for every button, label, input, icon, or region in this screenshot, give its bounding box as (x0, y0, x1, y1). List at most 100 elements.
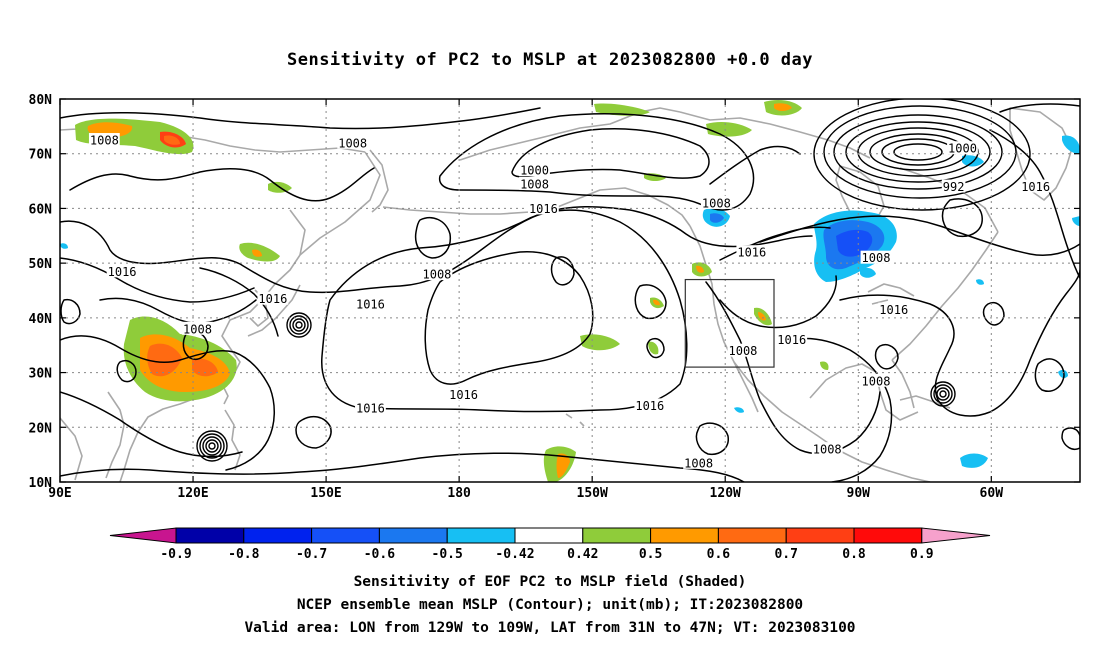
contour-label-text: 1016 (108, 265, 137, 279)
contour-label-bg (106, 264, 138, 278)
colorbar-label: 0.6 (707, 547, 731, 562)
axes: 90E 120E 150E 180 150W 120W 90W 60W 80N 70N 60N 50N… (29, 93, 1080, 501)
contour-label: 1016 (878, 302, 910, 317)
contour-label-bg (860, 250, 892, 264)
contour-label-text: 1008 (183, 322, 212, 336)
contour-label: 1016 (634, 398, 666, 413)
lon-tick-label: 90W (847, 486, 871, 501)
contour-label-text: 1008 (813, 443, 842, 457)
contour-1016-east-asia (60, 391, 243, 458)
colorbar-swatch (717, 527, 787, 544)
contour-label: 992 (941, 179, 966, 194)
contour-label: 1016 (527, 201, 559, 216)
contour-label-text: 1000 (948, 142, 977, 156)
shade-orange-hawaii (556, 453, 570, 478)
contour-closed-5 (295, 415, 332, 449)
contour-label-text: 1008 (729, 344, 758, 358)
colorbar-swatch (446, 527, 516, 544)
gridlines (60, 99, 1080, 482)
contour-label-bg (337, 135, 369, 149)
contour-label-bg (941, 179, 966, 193)
colorbar-label: -0.8 (228, 547, 259, 562)
contour-label-text: 1008 (702, 196, 731, 210)
contour-label: 1016 (736, 245, 768, 260)
contour-label-text: 1016 (356, 402, 385, 416)
shade-blue-5 (710, 213, 724, 223)
shade-green-arctic-3 (594, 103, 650, 116)
contour-label: 1016 (448, 387, 479, 402)
colorbar-swatch (582, 527, 652, 544)
colorbar-label: 0.8 (842, 547, 866, 562)
coastline-hawaii (565, 413, 585, 427)
contour-label-bg (355, 401, 386, 415)
contour-label-text: 1008 (520, 177, 549, 191)
colorbar-swatch (243, 527, 313, 544)
lat-tick-label: 30N (29, 367, 53, 382)
contour-label-text: 1008 (338, 136, 367, 150)
contour-label-bg (683, 455, 715, 469)
colorbar-label: -0.9 (160, 547, 191, 562)
contour-label: 1008 (683, 455, 715, 470)
contour-1016-korea (199, 267, 279, 337)
contour-label-text: 992 (943, 180, 965, 194)
contour-label-text: 1000 (520, 164, 549, 178)
footer-line-shaded: Sensitivity of EOF PC2 to MSLP field (Sh… (353, 574, 747, 590)
contour-closed-1 (941, 198, 983, 238)
colorbar-swatch (311, 527, 380, 544)
shade-red-eastasia (147, 343, 182, 377)
shade-blue-3 (836, 229, 873, 257)
shaded-sensitivity (60, 100, 1080, 482)
contour-1016-high-inner (424, 251, 594, 385)
coastline-us-east (891, 231, 999, 361)
shade-orange-pac-4 (696, 265, 704, 273)
contour-label-bg (776, 332, 808, 346)
contour-label-bg (519, 176, 550, 190)
shade-orange-pac-5 (758, 312, 766, 321)
contour-label: 1008 (88, 133, 120, 148)
footer-line-contour: NCEP ensemble mean MSLP (Contour); unit(… (296, 597, 804, 613)
contour-1008-na-interior (705, 281, 881, 455)
contour-label: 1016 (106, 264, 138, 279)
colorbar-label: -0.6 (364, 547, 395, 562)
contour-1016-atlantic (839, 269, 1080, 417)
contour-label: 1008 (860, 250, 892, 265)
contour-label-bg (257, 291, 289, 305)
colorbar-swatch (175, 527, 245, 544)
contour-1008-siberia (69, 167, 375, 202)
contour-label: 1016 (1020, 179, 1052, 194)
colorbar-swatch (514, 527, 584, 544)
typhoon-rings (196, 312, 956, 462)
contour-closed-7 (116, 360, 137, 383)
contour-label-text: 1008 (862, 251, 891, 265)
contour-1008-mexico (789, 337, 893, 482)
contour-closed-12 (982, 302, 1005, 326)
contour-closed-11 (1034, 358, 1065, 392)
contour-label: 1008 (421, 267, 453, 282)
coastline-okhotsk (289, 209, 306, 256)
colorbar: -0.9 -0.8 -0.7 -0.6 -0.5 -0.42 0.42 0.5 0.6 0.7 0.… (109, 527, 991, 562)
shade-blue-7 (1062, 135, 1080, 154)
contour-closed-10 (695, 422, 729, 456)
contour-closed-4 (634, 284, 667, 320)
contour-1016-siberia-south (60, 257, 255, 303)
contour-label-text: 1016 (449, 388, 478, 402)
shade-green-pac-2 (580, 334, 620, 351)
contour-label-text: 1008 (862, 374, 891, 388)
coastline-florida (891, 359, 915, 409)
coastline-philippines (224, 409, 241, 471)
shade-orange-2 (164, 135, 180, 145)
contour-label: 1016 (776, 332, 808, 347)
contour-label-text: 1008 (684, 456, 713, 470)
contour-label-text: 1016 (737, 246, 766, 260)
colorbar-label: 0.9 (910, 547, 933, 562)
lat-tick-label: 10N (29, 476, 53, 491)
contour-closed-2 (414, 216, 452, 259)
colorbar-label: 0.7 (774, 547, 797, 562)
lon-tick-label: 180 (447, 486, 471, 501)
contour-1016-east-us (759, 215, 1080, 256)
colorbar-label: 0.5 (639, 547, 662, 562)
lat-tick-label: 80N (29, 93, 53, 108)
contour-label: 1000 (947, 141, 978, 156)
coastline-indochina (105, 391, 125, 479)
shade-blue-13 (60, 243, 68, 249)
